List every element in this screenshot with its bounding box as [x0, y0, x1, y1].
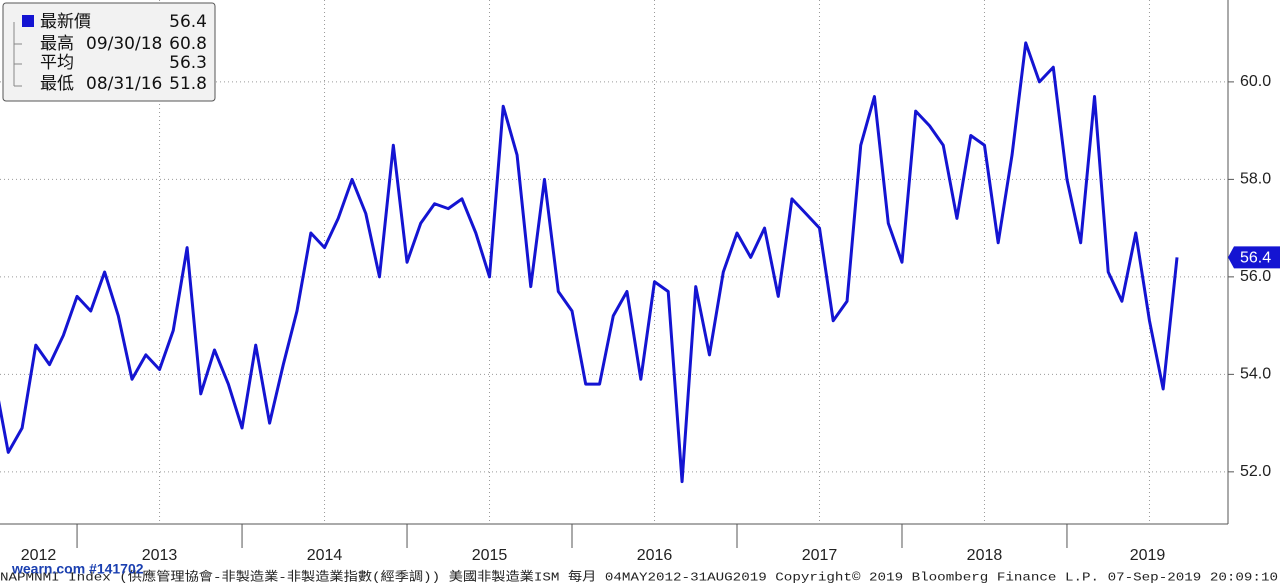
footer: NAPMNMI Index (供應管理協會-非製造業-非製造業指數(經季調)) …: [0, 568, 1278, 584]
x-tick-label: 2012: [21, 547, 57, 564]
x-tick-label: 2015: [472, 547, 508, 564]
series-line: [0, 41, 1179, 484]
x-tick-label: 2018: [967, 547, 1003, 564]
stat-label: 最低: [40, 74, 74, 94]
stat-value: 60.8: [169, 34, 207, 54]
watermark: wearn.com #141702: [11, 561, 144, 577]
legend: 最新價 56.4 最高 09/30/18 60.8 平均 56.3 最低 08/31/16 51.…: [2, 2, 216, 102]
legend-box: [2, 2, 216, 102]
stat-label: 最高: [40, 34, 74, 54]
x-tick-label: 2017: [802, 547, 838, 564]
last-value-flag: [1228, 246, 1280, 269]
x-tick-label: 2016: [637, 547, 673, 564]
stat-value: 56.3: [169, 53, 207, 73]
stat-label: 平均: [40, 53, 74, 73]
y-tick-label: 52.0: [1240, 463, 1271, 480]
legend-tree: [13, 22, 22, 87]
y-tick-label: 54.0: [1240, 366, 1271, 383]
x-tick-label: 2019: [1130, 547, 1166, 564]
stat-value: 51.8: [169, 74, 207, 94]
legend-swatch: [22, 15, 34, 27]
stat-date: 09/30/18: [86, 34, 162, 54]
x-tick-label: 2014: [307, 547, 343, 564]
y-tick-label: 56.0: [1240, 268, 1271, 285]
stat-date: 08/31/16: [86, 74, 162, 94]
y-tick-label: 58.0: [1240, 171, 1271, 188]
y-tick-label: 60.0: [1240, 73, 1271, 90]
stat-label: 最新價: [40, 12, 91, 32]
x-tick-label: 2013: [142, 547, 178, 564]
last-value-label: 56.4: [1240, 250, 1271, 267]
stat-value: 56.4: [169, 12, 207, 32]
